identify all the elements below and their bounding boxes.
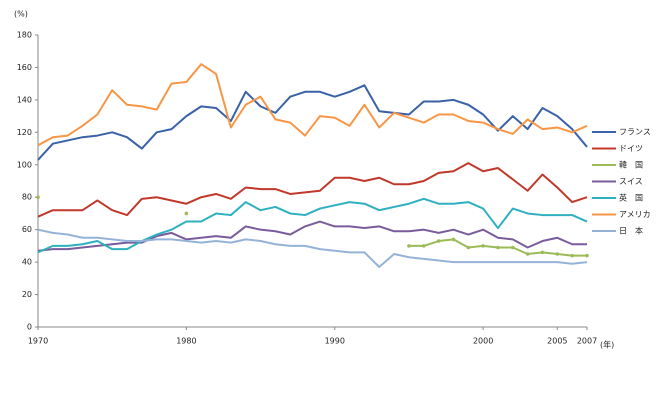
y-tick-label: 180 (17, 31, 32, 40)
point (496, 245, 500, 250)
point (525, 252, 530, 256)
legend-label: スイス (619, 177, 643, 186)
x-tick-label: 1970 (28, 337, 48, 346)
legend-label: フランス (619, 128, 651, 137)
series-line (37, 228, 588, 268)
series-line (37, 162, 588, 218)
y-tick-label: 60 (22, 225, 32, 234)
y-tick-label: 160 (17, 63, 32, 72)
y-tick-label: 20 (22, 290, 32, 299)
point (407, 244, 411, 248)
x-tick-label: 1980 (176, 337, 196, 346)
y-tick-label: 100 (17, 160, 32, 169)
y-tick-label: 80 (22, 193, 32, 202)
point (466, 245, 471, 250)
x-tick-label: 2007 (577, 337, 597, 346)
point (184, 211, 189, 216)
series-line (37, 220, 587, 252)
point (36, 195, 40, 200)
point (481, 244, 485, 248)
series-line (37, 84, 588, 161)
legend-label: 韓 国 (619, 160, 643, 170)
y-tick-label: 40 (22, 258, 32, 267)
point (451, 237, 456, 242)
x-tick-label: 2005 (547, 337, 567, 346)
legend-label: 英 国 (619, 193, 643, 203)
legend-label: 日 本 (619, 226, 643, 236)
point (585, 253, 589, 258)
series-line (37, 63, 588, 147)
x-tick-label: 1990 (325, 337, 345, 346)
point (421, 244, 426, 248)
y-tick-label: 0 (27, 323, 32, 332)
point (570, 253, 574, 258)
x-axis-label: (年) (600, 340, 614, 350)
y-tick-label: 140 (17, 95, 32, 104)
point (540, 250, 545, 255)
legend-label: アメリカ (619, 210, 651, 219)
y-tick-label: 120 (17, 128, 32, 137)
point (555, 252, 560, 256)
series-line (37, 197, 588, 254)
point (436, 239, 441, 243)
point (511, 245, 515, 250)
legend-label: ドイツ (619, 144, 643, 153)
y-axis-label: (%) (14, 10, 28, 19)
x-tick-label: 2000 (473, 337, 493, 346)
